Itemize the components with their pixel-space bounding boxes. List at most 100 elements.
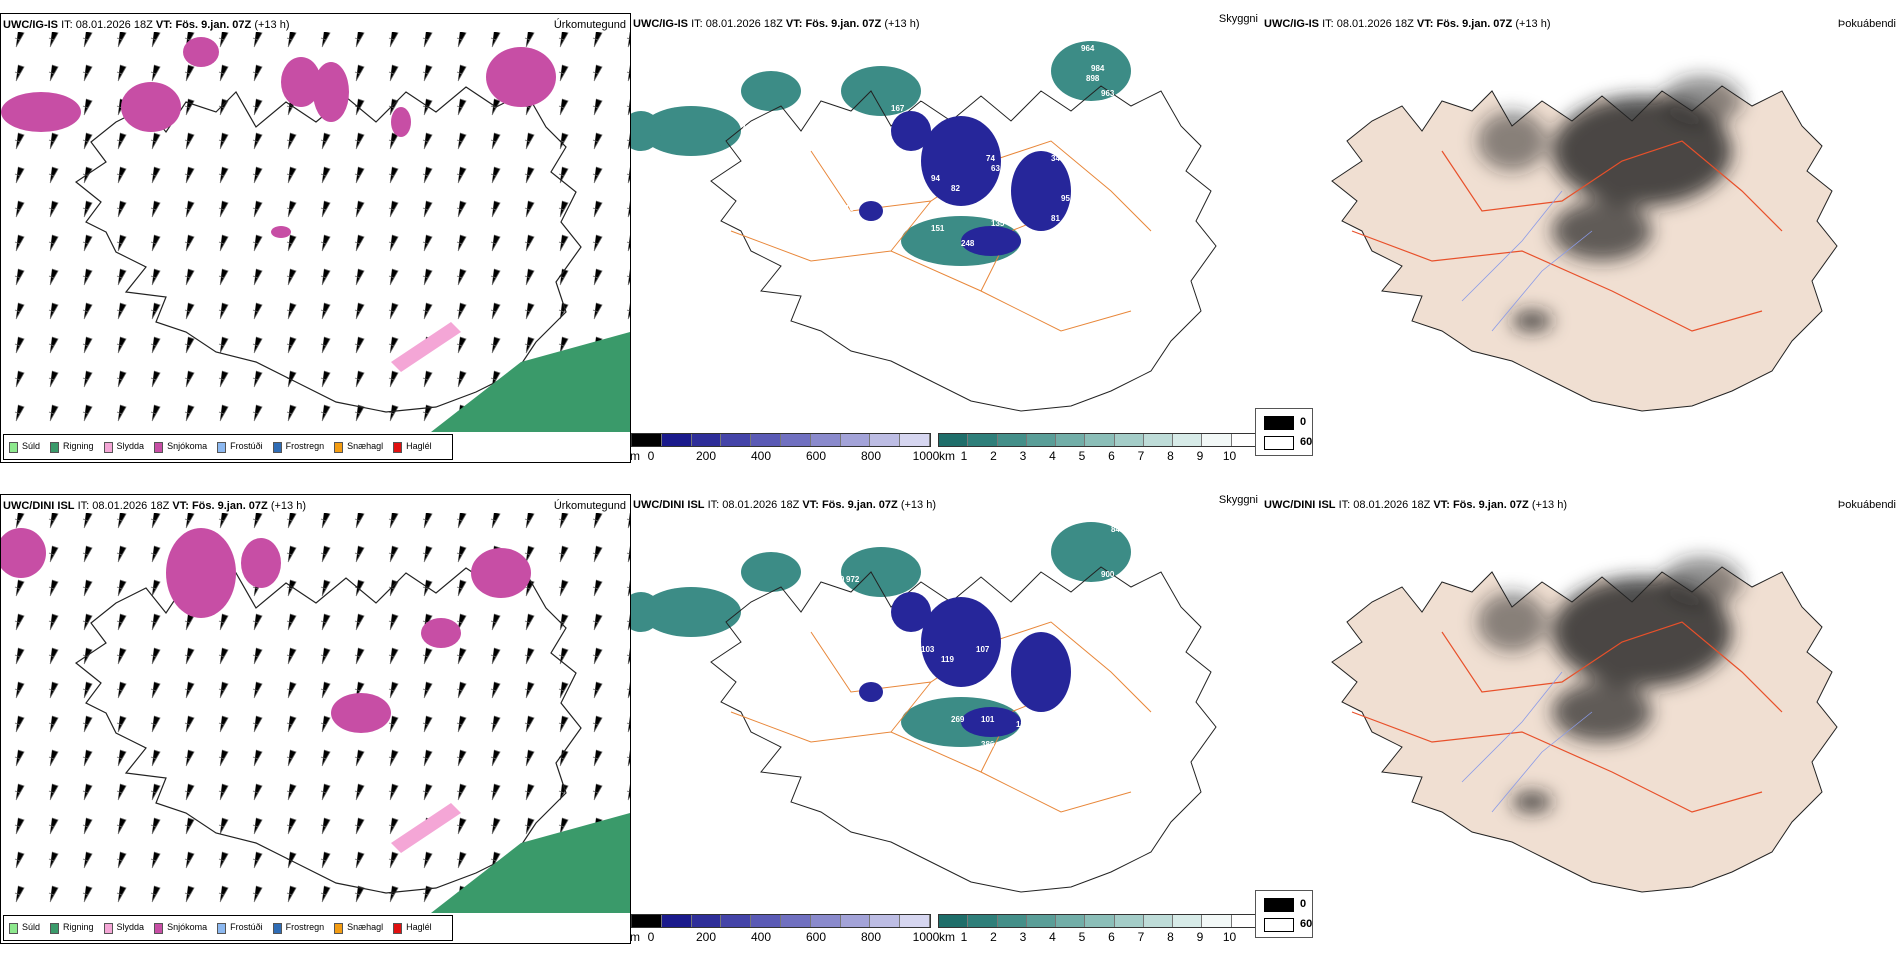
colorbar-step bbox=[632, 434, 662, 446]
wind-barb bbox=[490, 817, 501, 835]
km-tick-label: 5 bbox=[1078, 930, 1086, 944]
fog-index-panel: UWC/DINI ISL IT: 08.01.2026 18Z VT: Fös.… bbox=[1262, 494, 1900, 954]
wind-barb bbox=[184, 681, 195, 699]
colorbar-step bbox=[997, 434, 1027, 446]
header-it-label: IT: bbox=[1338, 499, 1351, 511]
wind-barb bbox=[592, 98, 603, 116]
wind-barb bbox=[218, 404, 229, 422]
legend-label: Súld bbox=[22, 922, 41, 933]
wind-barb bbox=[524, 681, 535, 699]
cloud-base-value: 960 bbox=[831, 575, 845, 584]
cloud-base-value: 63 bbox=[991, 164, 1000, 173]
wind-barb bbox=[456, 268, 467, 286]
precip-legend: Súld Rigning Slydda Snjókoma Frostúði Frostre… bbox=[3, 915, 453, 941]
wind-barb bbox=[388, 370, 399, 388]
wind-barb bbox=[184, 132, 195, 150]
wind-barb bbox=[218, 681, 229, 699]
wind-barb bbox=[184, 268, 195, 286]
wind-barb bbox=[218, 132, 229, 150]
wind-barb bbox=[82, 200, 93, 218]
legend-item: Súld bbox=[9, 441, 40, 453]
wind-barb bbox=[388, 302, 399, 320]
height-tick-label: 0 bbox=[647, 930, 655, 944]
colorbar-step bbox=[939, 434, 969, 446]
wind-barb bbox=[48, 817, 59, 835]
wind-barb bbox=[150, 647, 161, 665]
wind-barb bbox=[82, 749, 93, 767]
cloud-base-value: 30 bbox=[1081, 635, 1090, 644]
header-it-label: IT: bbox=[61, 19, 73, 31]
wind-barb bbox=[626, 682, 630, 699]
wind-barb bbox=[218, 513, 229, 529]
wind-barb bbox=[456, 817, 467, 835]
wind-barb bbox=[116, 336, 127, 354]
wind-barb bbox=[422, 647, 433, 665]
wind-barb bbox=[558, 302, 569, 320]
wind-barb bbox=[48, 715, 59, 733]
colorbar-step bbox=[1114, 434, 1144, 446]
wind-barb bbox=[286, 370, 297, 388]
wind-barb bbox=[150, 749, 161, 767]
wind-barb bbox=[626, 201, 630, 218]
wind-barb bbox=[116, 268, 127, 286]
fog-swatch-0 bbox=[1264, 898, 1294, 912]
wind-barb bbox=[218, 783, 229, 801]
colorbar-step bbox=[1085, 915, 1115, 927]
wind-barb bbox=[320, 513, 331, 529]
legend-label: Snjókoma bbox=[167, 441, 208, 452]
header-it: 08.01.2026 18Z bbox=[1353, 499, 1431, 511]
wind-barb bbox=[456, 715, 467, 733]
wind-barb bbox=[82, 64, 93, 82]
wind-barb bbox=[490, 200, 501, 218]
legend-swatch bbox=[217, 922, 227, 934]
legend-swatch bbox=[272, 441, 282, 453]
panel-title: Skyggni bbox=[1218, 494, 1258, 506]
header-vt-label: VT: bbox=[785, 18, 803, 30]
colorbar-step bbox=[1143, 434, 1174, 446]
wind-barb bbox=[116, 783, 127, 801]
wind-barb bbox=[116, 749, 127, 767]
panel-header: UWC/DINI ISL IT: 08.01.2026 18Z VT: Fös.… bbox=[1264, 499, 1567, 511]
wind-barb bbox=[456, 681, 467, 699]
wind-barb bbox=[626, 167, 630, 184]
wind-barb bbox=[626, 750, 630, 767]
legend-item: Súld bbox=[9, 922, 41, 934]
wind-barb bbox=[252, 166, 263, 184]
wind-barb bbox=[14, 336, 25, 354]
colorbar-step bbox=[632, 915, 662, 927]
wind-barb bbox=[320, 268, 331, 286]
colorbar-step bbox=[1085, 434, 1115, 446]
wind-barb bbox=[14, 783, 25, 801]
km-unit-label: km bbox=[939, 449, 955, 463]
wind-barb bbox=[456, 579, 467, 597]
wind-barb bbox=[524, 513, 535, 529]
colorbar-step bbox=[691, 434, 722, 446]
legend-item: Frostregn bbox=[272, 441, 325, 453]
wind-barb bbox=[218, 885, 229, 903]
wind-barb bbox=[184, 513, 195, 529]
wind-barb bbox=[592, 32, 603, 48]
wind-barb bbox=[456, 647, 467, 665]
wind-barb bbox=[184, 647, 195, 665]
wind-barb bbox=[320, 749, 331, 767]
colorbar-step bbox=[780, 915, 811, 927]
wind-barb bbox=[252, 715, 263, 733]
wind-barb bbox=[48, 234, 59, 252]
wind-barb bbox=[626, 513, 630, 529]
cloud-base-labels: 943 960 972 984 841 900 85 68 103 119 107 144 98 269 1… bbox=[651, 525, 1125, 749]
wind-barb bbox=[150, 166, 161, 184]
colorbar-step bbox=[661, 434, 692, 446]
legend-label: Haglél bbox=[406, 922, 432, 933]
wind-barb bbox=[524, 613, 535, 631]
wind-barb bbox=[422, 545, 433, 563]
wind-barb bbox=[116, 166, 127, 184]
wind-barb bbox=[252, 200, 263, 218]
wind-barb bbox=[422, 749, 433, 767]
wind-barb bbox=[252, 851, 263, 869]
wind-barb bbox=[456, 64, 467, 82]
wind-barb bbox=[490, 234, 501, 252]
wind-barb bbox=[388, 268, 399, 286]
cloud-base-value: 964 bbox=[1081, 44, 1095, 53]
legend-label: Frostregn bbox=[285, 441, 325, 452]
legend-swatch bbox=[9, 441, 18, 453]
